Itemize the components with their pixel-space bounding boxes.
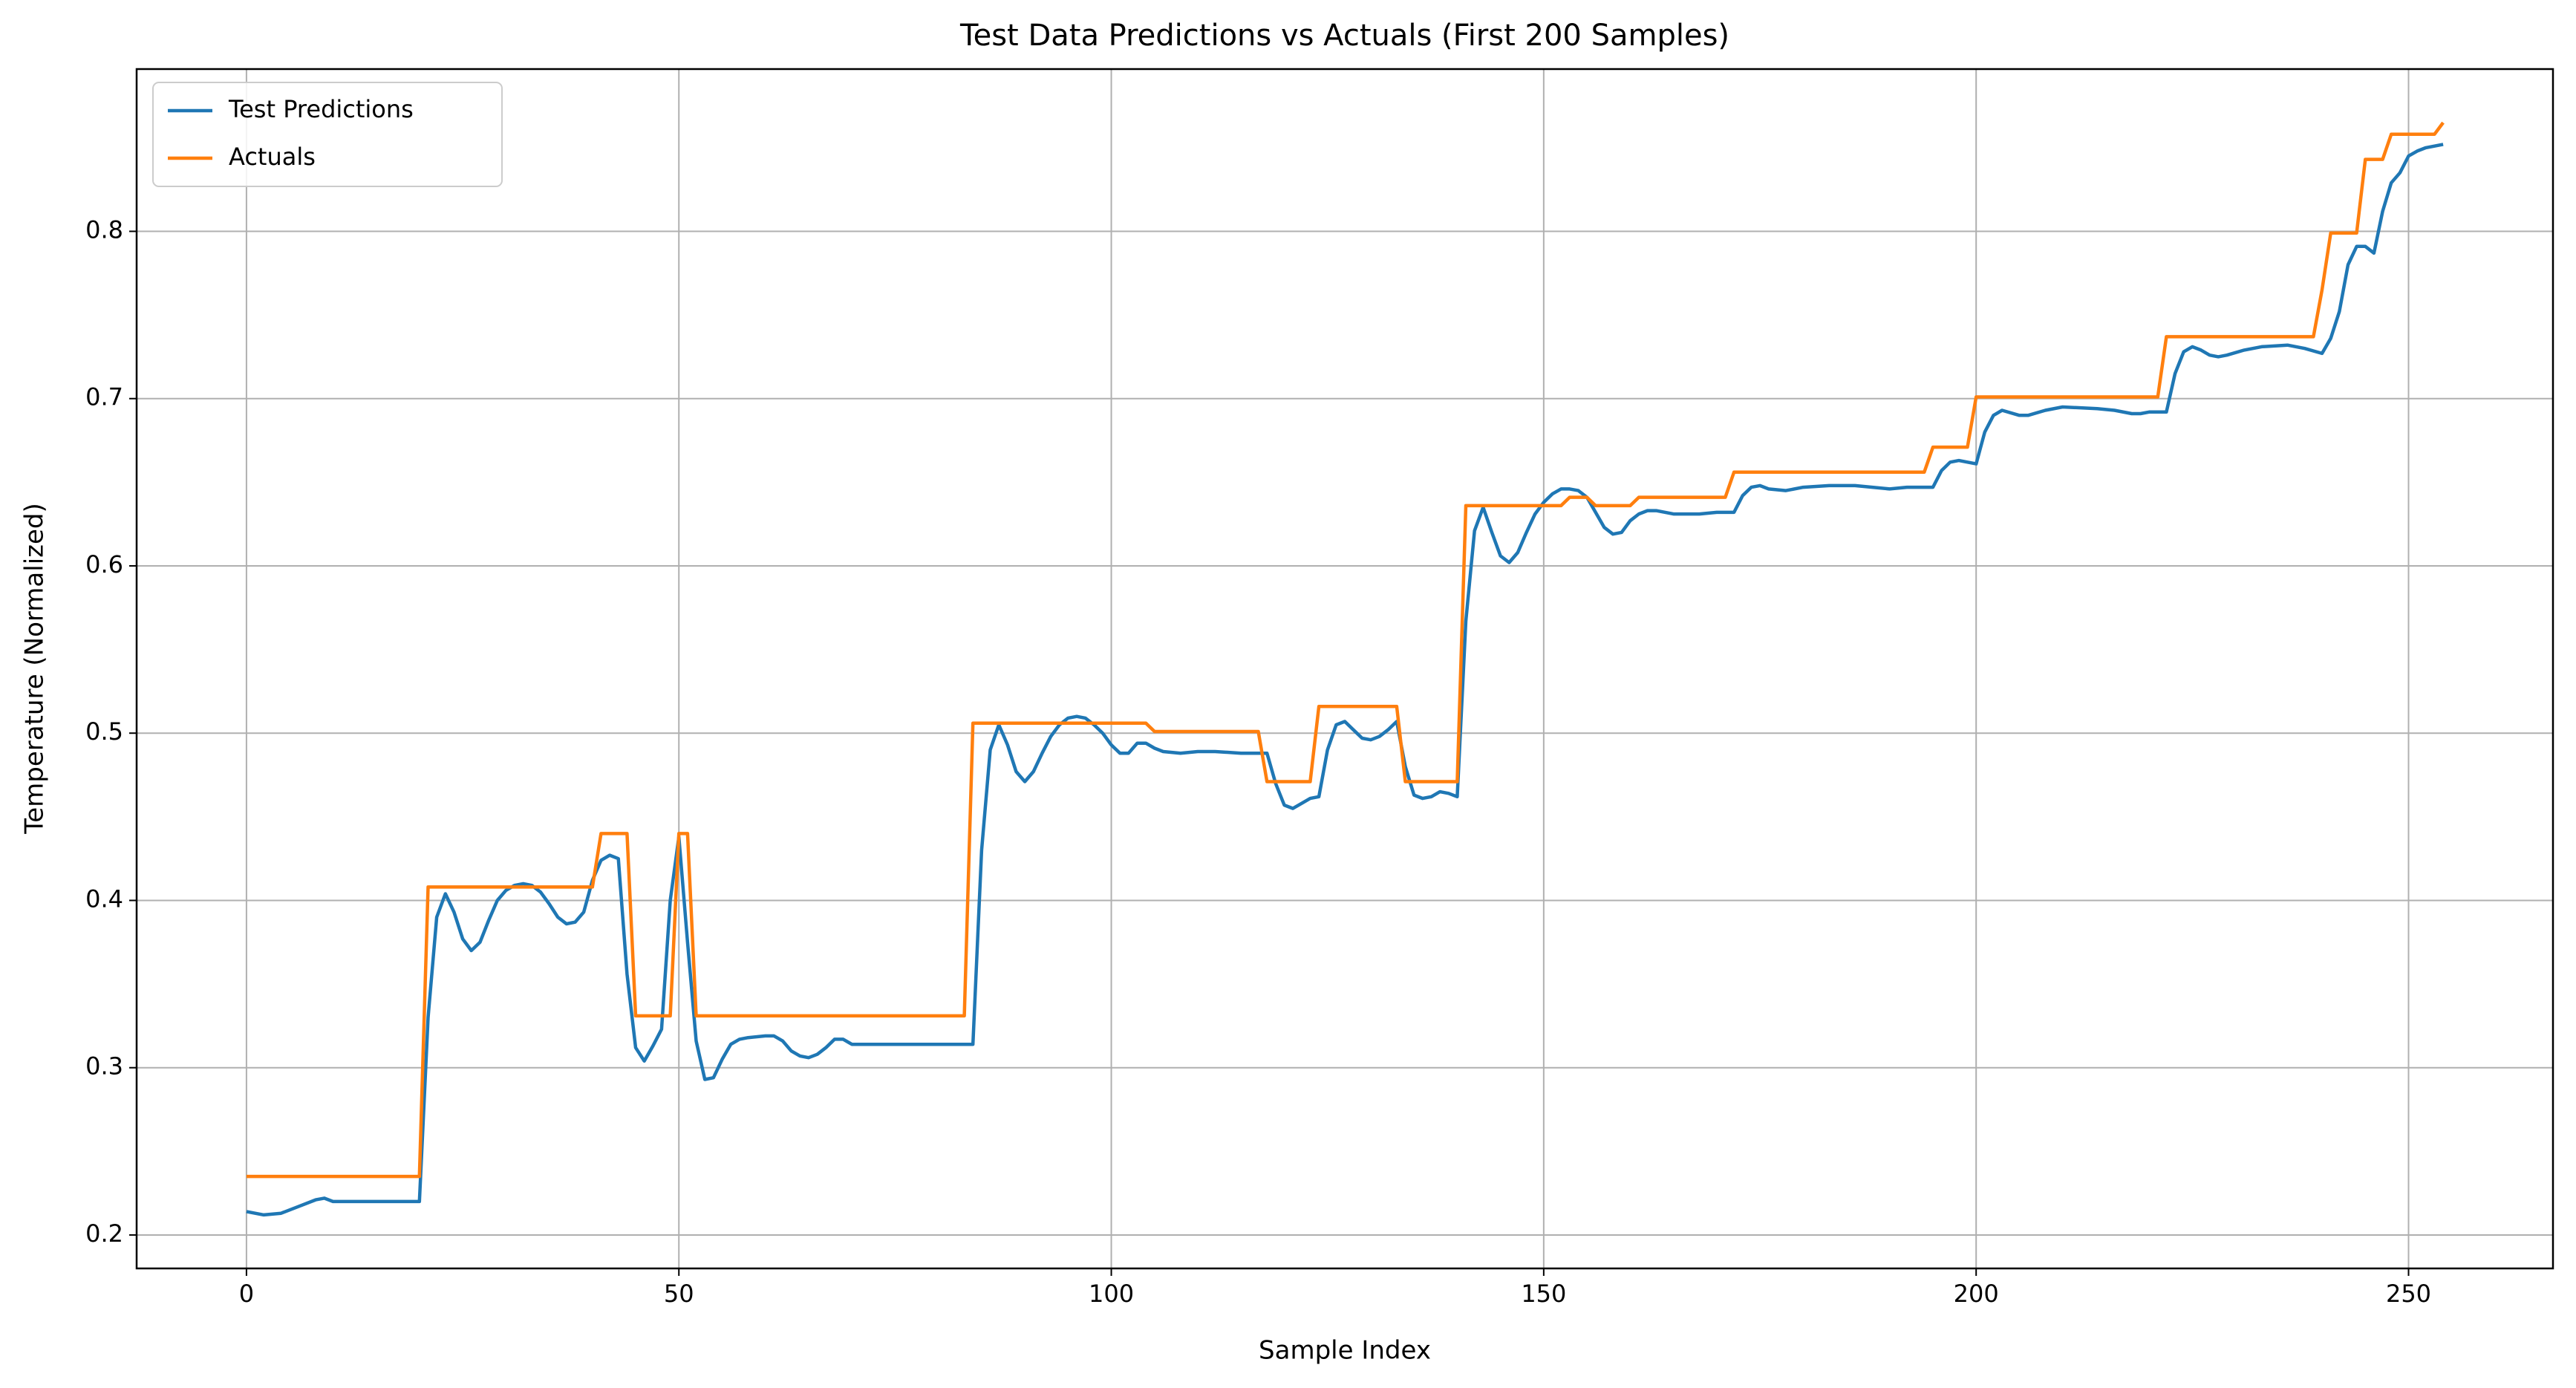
y-tick-label: 0.7 bbox=[85, 383, 123, 411]
x-tick-label: 250 bbox=[2386, 1280, 2431, 1308]
x-axis-label: Sample Index bbox=[1259, 1336, 1431, 1366]
plot-frame bbox=[135, 68, 2554, 1270]
legend-label: Actuals bbox=[229, 143, 316, 171]
x-tick-label: 200 bbox=[1954, 1280, 1999, 1308]
x-tick-label: 50 bbox=[664, 1280, 694, 1308]
series-line bbox=[246, 121, 2445, 1179]
x-tick-label: 100 bbox=[1089, 1280, 1134, 1308]
y-tick-label: 0.4 bbox=[85, 884, 123, 913]
y-axis-label: Temperature (Normalized) bbox=[20, 503, 50, 835]
y-tick-label: 0.5 bbox=[85, 717, 123, 746]
legend-box bbox=[152, 82, 503, 187]
y-tick-label: 0.3 bbox=[85, 1052, 123, 1081]
legend-label: Test Predictions bbox=[228, 95, 414, 123]
x-tick-label: 0 bbox=[239, 1280, 254, 1308]
x-tick-label: 150 bbox=[1521, 1280, 1566, 1308]
chart-title: Test Data Predictions vs Actuals (First … bbox=[959, 19, 1729, 53]
y-tick-label: 0.8 bbox=[85, 215, 123, 244]
y-tick-label: 0.6 bbox=[85, 550, 123, 579]
y-tick-label: 0.2 bbox=[85, 1219, 123, 1248]
series-line bbox=[246, 143, 2444, 1217]
